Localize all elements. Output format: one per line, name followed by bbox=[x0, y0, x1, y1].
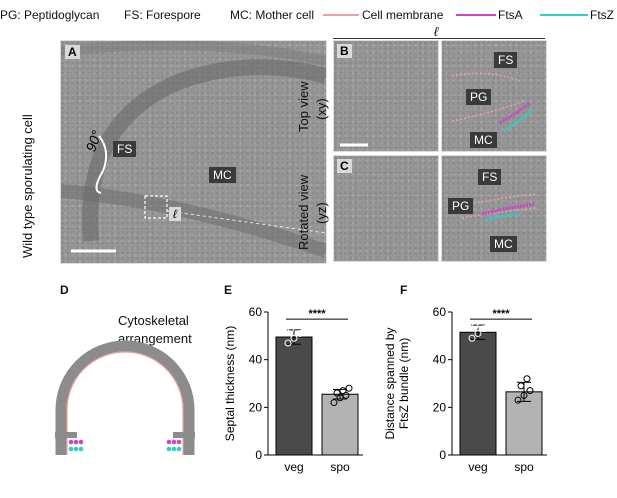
chart-f-point-spo-1 bbox=[520, 391, 528, 399]
panel-b-pg-label: PG bbox=[466, 89, 492, 105]
ftsa-swatch bbox=[456, 14, 496, 16]
panel-c-pg-label: PG bbox=[448, 198, 474, 214]
chart-f-point-veg-3 bbox=[471, 322, 479, 330]
panel-a-fs-label: FS bbox=[113, 141, 137, 157]
panel-a-mc-label: MC bbox=[209, 167, 236, 183]
chart-f-point-spo-0 bbox=[514, 396, 522, 404]
legend-mc: MC: Mother cell bbox=[230, 8, 315, 22]
legend-ftsz: FtsZ bbox=[590, 8, 614, 22]
legend-ftsa: FtsA bbox=[498, 8, 523, 22]
panel-b-ell-label: ℓ bbox=[434, 24, 439, 39]
chart-f-point-veg-0 bbox=[468, 334, 476, 342]
panel-a-ell-label: ℓ bbox=[169, 207, 181, 221]
panel-c-side-label-1: Rotated view bbox=[296, 174, 311, 250]
panel-c-fs-label: FS bbox=[478, 169, 502, 185]
chart-e-point-veg-2 bbox=[296, 329, 304, 337]
chart-f-bar-veg bbox=[459, 331, 497, 456]
chart-e-significance-label: **** bbox=[308, 308, 326, 320]
chart-f-point-spo-2 bbox=[526, 387, 534, 395]
chart-e-bar-veg bbox=[275, 336, 313, 456]
legend-pg: PG: Peptidoglycan bbox=[0, 8, 100, 22]
chart-f-xtick-label-veg: veg bbox=[468, 460, 487, 474]
chart-e-point-spo-0 bbox=[330, 399, 338, 407]
chart-f-point-spo-4 bbox=[523, 375, 531, 383]
chart-e-xtick-label-spo: spo bbox=[330, 460, 350, 474]
chart-f-point-spo-3 bbox=[517, 382, 525, 390]
panel-d-letter: D bbox=[60, 283, 69, 297]
panel-c-raw-tomogram: C bbox=[333, 155, 439, 262]
chart-f-ytick-label-3: 60 bbox=[433, 305, 447, 319]
ftsz-swatch bbox=[540, 14, 588, 16]
chart-f-ylabel-1: FtsZ bundle (nm) bbox=[397, 338, 411, 429]
panel-c-annotated-tomogram: FS PG MC bbox=[441, 155, 547, 262]
panel-a-tomogram: A 90° FS MC ℓ bbox=[60, 40, 327, 264]
chart-e-point-veg-3 bbox=[287, 325, 295, 333]
chart-f-ytick-label-2: 40 bbox=[433, 353, 447, 367]
chart-f-ylabel-0: Distance spanned by bbox=[383, 327, 397, 439]
chart-f-ytick-label-0: 0 bbox=[439, 448, 446, 462]
chart-f-bar-spo bbox=[505, 391, 543, 456]
panel-b-mc-label: MC bbox=[470, 132, 497, 148]
cytoskeleton-diagram bbox=[55, 340, 195, 455]
panel-c-mc-label: MC bbox=[490, 236, 517, 252]
panel-b-fs-label: FS bbox=[494, 52, 518, 68]
chart-f-point-veg-2 bbox=[480, 325, 488, 333]
chart-e-ytick-label-2: 40 bbox=[249, 353, 263, 367]
chart-e-ytick-label-0: 0 bbox=[255, 448, 262, 462]
chart-e-ytick-label-1: 20 bbox=[249, 400, 263, 414]
chart-f-point-veg-1 bbox=[474, 329, 482, 337]
chart-e-bar-spo bbox=[321, 393, 359, 456]
panel-a-drawing bbox=[61, 41, 326, 258]
panel-f-letter: F bbox=[400, 283, 408, 297]
chart-e-point-spo-5 bbox=[345, 384, 353, 392]
chart-e: 0 20 40 60 Septal thickness (nm) veg spo **** bbox=[223, 305, 363, 474]
chart-e-xtick-label-veg: veg bbox=[284, 460, 303, 474]
panel-c-side-label-2: (yz) bbox=[314, 202, 329, 224]
panel-b-annotated-tomogram: FS PG MC bbox=[441, 40, 547, 152]
panel-a-letter: A bbox=[65, 45, 80, 59]
panel-c-annotations bbox=[461, 193, 538, 222]
chart-f-significance-label: **** bbox=[492, 308, 510, 320]
chart-f-xtick-label-spo: spo bbox=[514, 460, 534, 474]
legend-fs: FS: Forespore bbox=[124, 8, 201, 22]
chart-f: 0 20 40 60 Distance spanned by FtsZ bundle (n… bbox=[383, 305, 547, 474]
chart-f-ytick-label-1: 20 bbox=[433, 400, 447, 414]
chart-e-ylabel-0: Septal thickness (nm) bbox=[223, 326, 237, 441]
panel-b-letter: B bbox=[337, 44, 352, 58]
panel-b-raw-tomogram: B bbox=[333, 40, 439, 152]
panel-b-raw-drawing bbox=[340, 143, 368, 147]
chart-e-point-veg-1 bbox=[290, 334, 298, 342]
legend-cell-membrane: Cell membrane bbox=[362, 8, 444, 22]
chart-e-point-spo-4 bbox=[339, 387, 347, 395]
panel-d-title-1: Cytoskeletal bbox=[118, 313, 189, 328]
panel-e-letter: E bbox=[224, 283, 233, 297]
panel-b-side-label-1: Top view bbox=[296, 81, 311, 132]
chart-e-point-spo-3 bbox=[333, 389, 341, 397]
chart-e-ytick-label-3: 60 bbox=[249, 305, 263, 319]
panel-a-side-label: Wild type sporulating cell bbox=[20, 114, 35, 258]
panel-c-letter: C bbox=[337, 159, 352, 173]
panel-b-side-label-2: (xy) bbox=[314, 98, 329, 120]
panel-b-annotations bbox=[451, 72, 533, 133]
cell-membrane-swatch bbox=[323, 14, 359, 16]
chart-e-point-veg-0 bbox=[284, 339, 292, 347]
ell-bar bbox=[333, 38, 545, 39]
